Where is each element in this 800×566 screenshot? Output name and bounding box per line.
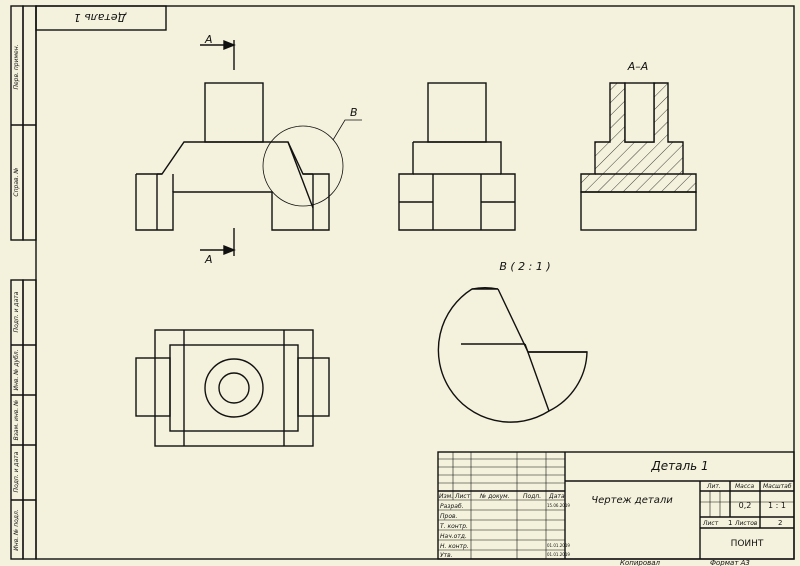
footer-format: Формат А3 [710,559,750,566]
section-view [580,82,697,231]
side-label-sign-date-1: Подп. и дата [13,291,20,332]
section-arrow-top [200,39,236,70]
side-label-sign-date-2: Подп. и дата [13,451,20,492]
top-view [135,329,330,447]
detail-view [437,287,588,423]
front-view [135,82,330,231]
section-label-bottom: А [204,253,213,266]
title-block-grid [438,452,794,559]
top-stamp-text: Деталь 1 [74,11,128,24]
side-label-ref-no: Справ. № [13,167,20,196]
sheets-label: Листов [734,520,758,527]
part-name: Деталь 1 [650,459,708,473]
sheet-value: 1 [728,519,732,527]
col-header-sign: Подп. [523,493,541,500]
col-header-doc-no: № докум. [479,493,510,500]
mass-value: 0,2 [739,501,752,510]
detail-view-title: В ( 2 : 1 ) [499,260,550,273]
title-block-col-headers: Изм. Лист № докум. Подп. Дата [439,493,565,500]
col-header-change: Изм. [439,493,453,500]
role-norm-control: Н. контр. [440,543,469,550]
document-title: Чертеж детали [591,495,673,506]
scale-label: Масштаб [763,483,792,490]
role-dept-head: Нач.отд. [440,533,467,540]
side-label-repl-inv: Взам. инв. № [13,400,20,441]
col-header-sheet: Лист [454,493,471,500]
role-checker: Пров. [440,513,458,520]
section-label-top: А [204,33,213,46]
detail-view-circle [262,125,344,207]
side-label-first-use: Перв. примен. [13,44,20,89]
side-labels: Перв. примен. Справ. № Подп. и дата Инв.… [13,44,20,550]
sheet-label: Лист [702,520,719,527]
role-tech-control: Т. контр. [440,523,468,530]
title-block-dates: 15.06.2019 01.01.2019 01.01.2019 [547,503,570,557]
date-approved: 01.01.2019 [547,552,570,557]
detail-marker-label: В [350,106,358,119]
side-label-orig-inv: Инв. № подл. [13,509,20,550]
section-title: А–А [627,60,649,73]
side-label-dup-inv: Инв. № дубл. [13,349,20,390]
scale-value: 1 : 1 [768,501,786,510]
title-block [437,451,795,560]
sheets-value: 2 [778,519,782,527]
date-developer: 15.06.2019 [547,503,570,508]
mass-label: Масса [735,483,754,490]
date-norm-control: 01.01.2019 [547,543,570,548]
lit-label: Лит. [706,483,721,490]
organization: ПОИНТ [731,539,764,549]
title-block-roles: Разраб. Пров. Т. контр. Нач.отд. Н. конт… [440,503,469,559]
section-arrow-bottom [200,228,236,256]
title-block-attrs: Лит. Масса Масштаб Лист Листов [702,483,792,527]
col-header-date: Дата [548,493,565,500]
drawing-frame [10,5,795,560]
detail-leader [332,119,362,141]
footer-copied: Копировал [620,559,661,566]
role-approved: Утв. [440,552,453,559]
side-view [398,82,516,231]
role-developer: Разраб. [440,503,464,510]
